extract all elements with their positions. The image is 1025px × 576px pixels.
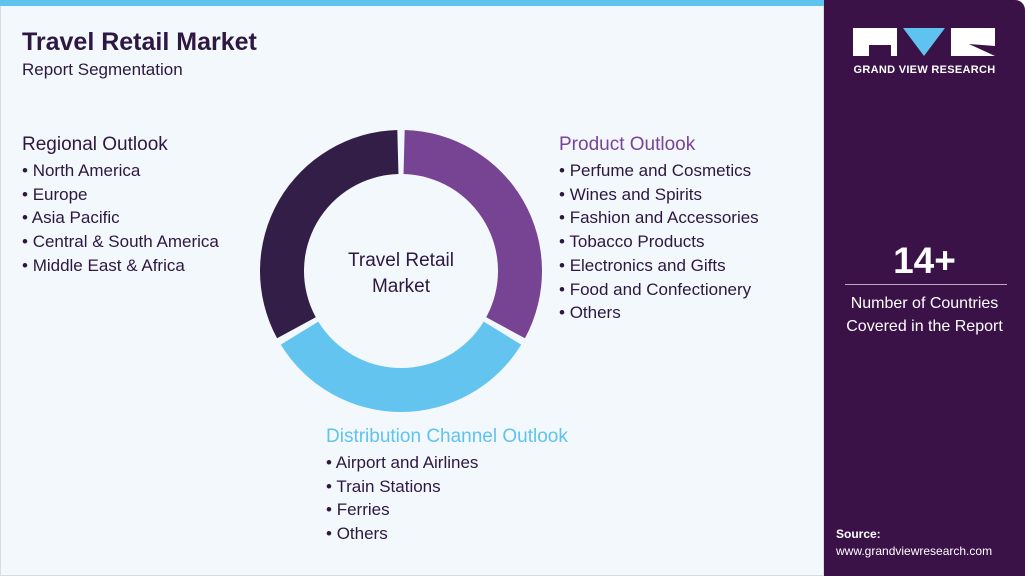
source-url[interactable]: www.grandviewresearch.com	[836, 544, 993, 558]
source-label: Source:	[836, 527, 881, 541]
list-item: Ferries	[326, 498, 568, 522]
logo-text: GRAND VIEW RESEARCH	[853, 64, 996, 76]
stat-label: Number of Countries Covered in the Repor…	[824, 292, 1025, 338]
page-subtitle: Report Segmentation	[22, 60, 183, 79]
divider	[845, 284, 1007, 285]
list-item: Fashion and Accessories	[559, 206, 759, 230]
list-item: Electronics and Gifts	[559, 254, 759, 278]
list-item: Central & South America	[22, 230, 219, 254]
list-item: Perfume and Cosmetics	[559, 159, 759, 183]
page-title: Travel Retail Market	[22, 28, 257, 56]
source: Source: www.grandviewresearch.com	[836, 526, 992, 560]
list-item: North America	[22, 159, 219, 183]
donut-segment-distribution-channel-outlook	[280, 321, 522, 412]
center-line-1: Travel Retail	[348, 250, 454, 271]
distribution-heading: Distribution Channel Outlook	[326, 426, 568, 447]
top-accent-bar	[0, 0, 824, 6]
product-heading: Product Outlook	[559, 134, 696, 155]
distribution-outlook: Distribution Channel Outlook Airport and…	[326, 426, 568, 546]
sidebar	[824, 0, 1025, 576]
list-item: Airport and Airlines	[326, 451, 568, 475]
stat-label-line-1: Number of Countries	[850, 295, 999, 312]
stat-label-line-2: Covered in the Report	[846, 318, 1003, 335]
gvr-logo	[853, 28, 995, 56]
product-outlook: Product Outlook Perfume and Cosmetics Wi…	[559, 134, 759, 325]
stat-value: 14+	[893, 240, 956, 281]
list-item: Others	[559, 301, 759, 325]
regional-outlook: Regional Outlook North America Europe As…	[22, 134, 219, 278]
list-item: Train Stations	[326, 475, 568, 499]
center-line-2: Market	[371, 276, 431, 297]
regional-heading: Regional Outlook	[22, 134, 168, 155]
list-item: Asia Pacific	[22, 206, 219, 230]
donut-segment-product-outlook	[403, 130, 542, 339]
segmentation-donut	[260, 130, 542, 412]
donut-center-label: Travel Retail Market	[301, 248, 501, 300]
list-item: Tobacco Products	[559, 230, 759, 254]
list-item: Europe	[22, 183, 219, 207]
donut-segment-regional-outlook	[260, 130, 399, 339]
list-item: Wines and Spirits	[559, 183, 759, 207]
list-item: Middle East & Africa	[22, 254, 219, 278]
list-item: Food and Confectionery	[559, 278, 759, 302]
list-item: Others	[326, 522, 568, 546]
